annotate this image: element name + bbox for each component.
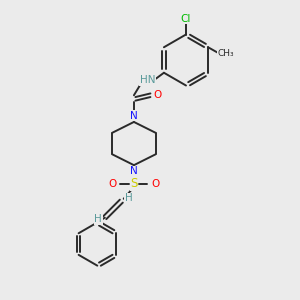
Text: S: S (130, 177, 138, 190)
Text: N: N (130, 111, 138, 121)
Text: H: H (94, 214, 102, 224)
Text: N: N (130, 166, 138, 176)
Text: O: O (154, 90, 162, 100)
Text: O: O (152, 179, 160, 189)
Text: CH₃: CH₃ (217, 49, 234, 58)
Text: Cl: Cl (181, 14, 191, 24)
Text: H: H (125, 193, 133, 203)
Text: HN: HN (140, 75, 155, 85)
Text: O: O (108, 179, 116, 189)
